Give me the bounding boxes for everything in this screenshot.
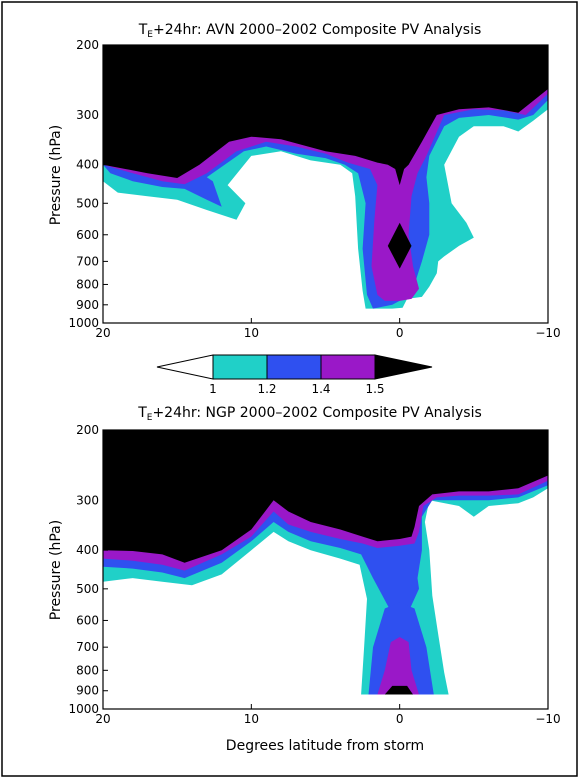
xlabel-ngp: Degrees latitude from storm — [226, 738, 424, 754]
title-avn-rest: +24hr: AVN 2000–2002 Composite PV Analys… — [153, 22, 481, 38]
title-ngp-main: T — [137, 405, 147, 421]
y-tick-label: 900 — [76, 684, 99, 698]
legend-swatch-above — [374, 354, 433, 380]
y-tick-label: 600 — [76, 228, 99, 242]
y-tick-label: 500 — [76, 582, 99, 596]
y-tick-label: 700 — [76, 640, 99, 654]
legend-label-1-5: 1.5 — [365, 382, 384, 396]
ylabel-avn: Pressure (hPa) — [48, 125, 64, 225]
y-tick-label: 400 — [76, 158, 99, 172]
pv-contour-1-5-0 — [103, 45, 548, 186]
x-tick-label: 0 — [396, 326, 404, 340]
legend-label-1-2: 1.2 — [257, 382, 276, 396]
x-tick-label: 0 — [396, 712, 404, 726]
title-ngp: TE+24hr: NGP 2000–2002 Composite PV Anal… — [137, 405, 482, 423]
title-ngp-rest: +24hr: NGP 2000–2002 Composite PV Analys… — [152, 405, 481, 421]
legend-label-1-4: 1.4 — [311, 382, 330, 396]
panel-ngp: TE+24hr: NGP 2000–2002 Composite PV Anal… — [48, 405, 561, 754]
pv-contour-1-5-1 — [384, 685, 413, 695]
x-tick-label: −10 — [535, 326, 560, 340]
title-avn-main: T — [138, 22, 148, 38]
y-tick-label: 800 — [76, 277, 99, 291]
plot-frame — [102, 429, 549, 710]
y-tick-label: 800 — [76, 663, 99, 677]
y-tick-label: 700 — [76, 254, 99, 268]
x-tick-label: 20 — [95, 326, 110, 340]
y-tick-label: 600 — [76, 613, 99, 627]
y-tick-label: 900 — [76, 298, 99, 312]
title-ngp-sub: E — [147, 413, 153, 423]
title-avn: TE+24hr: AVN 2000–2002 Composite PV Anal… — [138, 22, 482, 40]
pv-contour-1-5-1 — [387, 222, 412, 269]
x-tick-label: 10 — [244, 326, 259, 340]
title-avn-sub: E — [147, 30, 153, 40]
y-tick-label: 1000 — [68, 316, 99, 330]
legend-label-1: 1 — [209, 382, 217, 396]
pv-contour-1-5-0 — [103, 430, 548, 563]
legend-swatch-1-4 — [320, 354, 376, 380]
contour-layer — [103, 45, 548, 309]
legend-colorbar: 1 1.2 1.4 1.5 — [156, 354, 433, 396]
x-tick-label: 10 — [244, 712, 259, 726]
legend-swatch-1-2 — [266, 354, 322, 380]
y-tick-label: 300 — [76, 108, 99, 122]
y-tick-label: 300 — [76, 493, 99, 507]
plot-frame — [102, 44, 549, 324]
x-tick-label: −10 — [535, 712, 560, 726]
y-tick-label: 200 — [76, 423, 99, 437]
y-tick-label: 500 — [76, 196, 99, 210]
x-tick-label: 20 — [95, 712, 110, 726]
ylabel-ngp: Pressure (hPa) — [48, 520, 64, 620]
legend-swatch-1 — [212, 354, 268, 380]
pv-contour-1-4-1 — [377, 637, 419, 695]
y-tick-label: 1000 — [68, 702, 99, 716]
y-tick-label: 200 — [76, 38, 99, 52]
panel-avn: TE+24hr: AVN 2000–2002 Composite PV Anal… — [48, 22, 561, 340]
y-tick-label: 400 — [76, 543, 99, 557]
contour-layer — [103, 430, 548, 695]
